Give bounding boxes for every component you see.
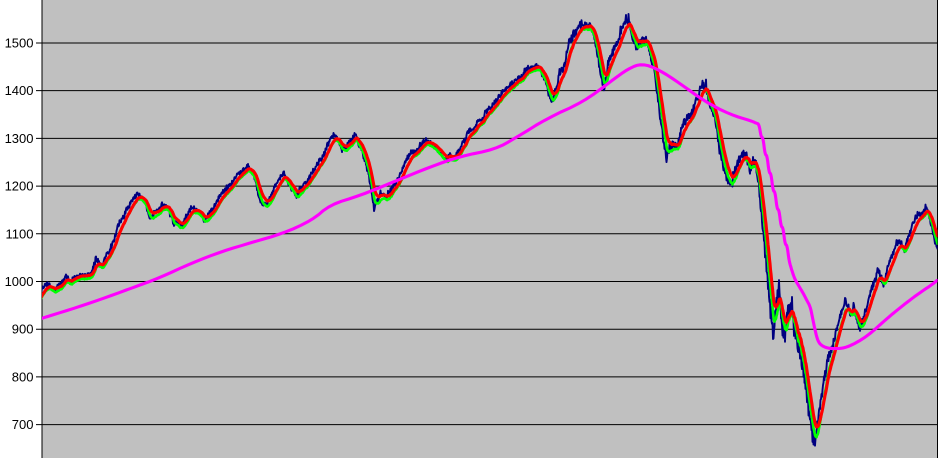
y-axis-tick-label: 700 (12, 417, 34, 432)
y-axis-tick-label: 1300 (5, 131, 34, 146)
y-axis-tick-label: 1400 (5, 83, 34, 98)
y-axis-tick-label: 1000 (5, 274, 34, 289)
y-axis-tick-label: 1500 (5, 35, 34, 50)
y-axis-tick-label: 900 (12, 322, 34, 337)
y-axis-tick-label: 1200 (5, 179, 34, 194)
plot-area (42, 0, 938, 458)
long-moving-average-line (42, 63, 938, 351)
slow-moving-average-line (42, 22, 938, 429)
y-axis-tick-label: 1100 (6, 226, 34, 241)
y-axis-tick-label: 800 (12, 369, 34, 384)
